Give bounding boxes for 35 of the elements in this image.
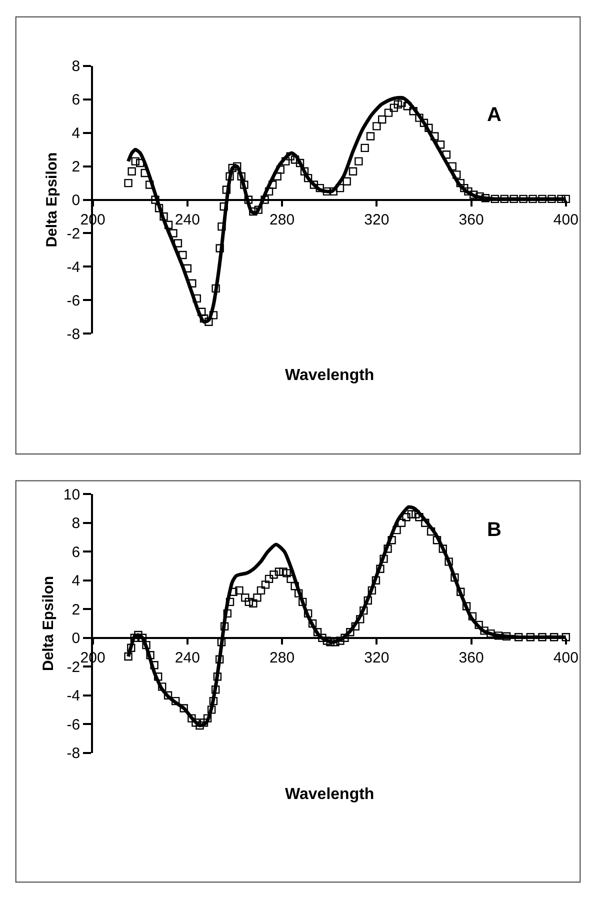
x-tick-label: 320 [364,212,390,229]
x-tick-label: 240 [174,212,200,229]
x-tick-label: 360 [458,650,484,667]
x-tick-label: 320 [364,650,390,667]
y-tick-label: 2 [72,158,80,176]
y-tick-label: 2 [72,601,80,618]
x-tick-label: 360 [458,212,484,229]
x-axis-title: Wavelength [285,786,374,803]
y-tick-label: 0 [72,192,80,210]
y-tick-label: 6 [72,92,80,109]
y-tick-label: 8 [72,515,80,532]
y-tick-label: -2 [66,658,80,676]
y-tick-label: -4 [66,688,80,705]
x-tick-label: 400 [553,650,578,667]
y-tick-label: 0 [72,630,80,648]
x-tick-label: 400 [553,212,578,229]
y-tick-label: 6 [72,544,80,561]
y-tick-label: -4 [66,258,80,276]
x-tick-label: 280 [270,212,295,229]
y-tick-label: 4 [72,572,80,590]
y-axis-title: Delta Epsilon [43,152,60,248]
x-tick-label: 240 [174,650,200,667]
x-axis-title: Wavelength [285,367,374,384]
y-tick-label: -6 [66,716,80,734]
y-tick-label: -8 [66,745,80,762]
x-tick-label: 280 [270,650,295,667]
annotation: A [487,104,502,126]
y-axis-title: Delta Epsilon [40,576,58,671]
y-tick-label: 10 [63,486,80,504]
y-tick-label: 8 [72,58,80,76]
y-tick-label: -6 [66,292,80,310]
y-tick-label: -8 [66,326,80,343]
y-tick-label: 4 [72,125,80,142]
y-tick-label: -2 [66,225,80,242]
annotation: B [487,519,502,541]
